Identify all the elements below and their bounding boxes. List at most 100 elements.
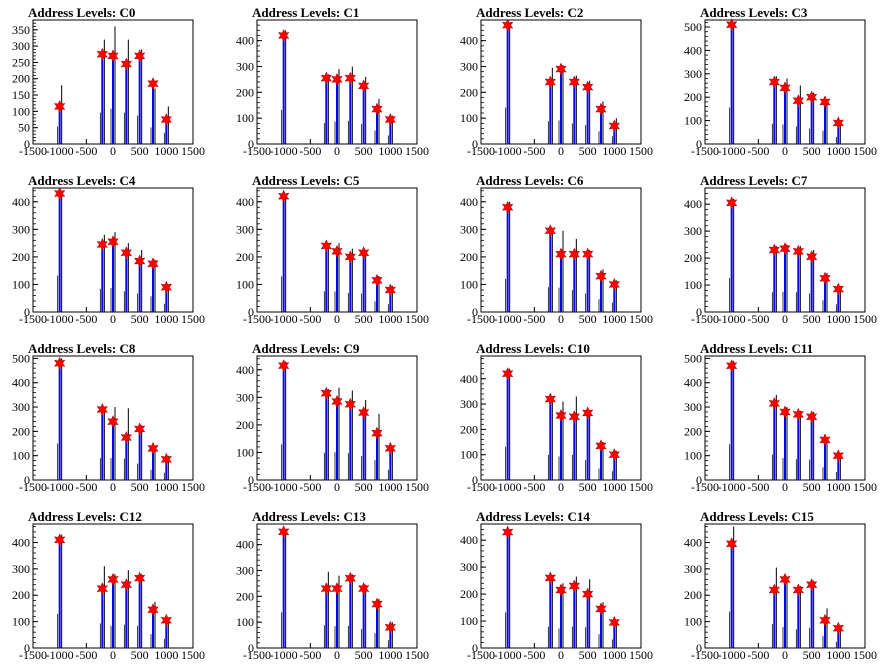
peak-marker bbox=[277, 28, 290, 43]
x-tick-label: 1000 bbox=[378, 312, 402, 326]
x-tick-label: 1500 bbox=[405, 480, 429, 494]
histogram-chart: Address Levels: C15 0 100 200 300 400 -1500-10… bbox=[684, 509, 877, 662]
peak-marker bbox=[53, 186, 66, 201]
y-tick-label: 200 bbox=[236, 589, 254, 603]
peak-marker bbox=[832, 621, 845, 635]
x-tick-label: 0 bbox=[110, 144, 116, 158]
y-tick-label: 0 bbox=[24, 641, 30, 655]
peak-marker bbox=[819, 613, 831, 627]
y-tick-label: 100 bbox=[236, 445, 254, 459]
x-tick-label: 1500 bbox=[629, 648, 653, 662]
y-tick-label: 100 bbox=[684, 449, 702, 463]
y-tick-label: 0 bbox=[248, 305, 254, 319]
chart-title: Address Levels: C9 bbox=[252, 341, 360, 356]
peak-marker bbox=[595, 439, 607, 453]
histogram-chart: Address Levels: C4 0 100 200 300 400 -1500-100… bbox=[12, 173, 205, 326]
y-tick-label: 200 bbox=[684, 90, 702, 104]
x-tick-label: -500 bbox=[747, 480, 769, 494]
histogram-panel: Address Levels: C4 0 100 200 300 400 -1500 -100… bbox=[0, 168, 224, 336]
x-tick-label: -1000 bbox=[270, 648, 298, 662]
peak-marker bbox=[277, 525, 290, 539]
x-tick-label: 0 bbox=[334, 480, 340, 494]
x-tick-label: -1000 bbox=[494, 480, 522, 494]
x-tick-label: -1500 bbox=[19, 480, 47, 494]
x-tick-label: 0 bbox=[110, 312, 116, 326]
peak-marker bbox=[160, 452, 173, 466]
x-tick-label: 1500 bbox=[853, 144, 877, 158]
y-tick-label: 300 bbox=[460, 222, 478, 236]
y-tick-label: 200 bbox=[236, 250, 254, 264]
x-tick-label: 1000 bbox=[602, 648, 626, 662]
y-tick-label: 200 bbox=[684, 424, 702, 438]
y-tick-label: 150 bbox=[12, 88, 30, 102]
histogram-panel: Address Levels: C10 0 100 200 300 400 -1500 -10… bbox=[448, 336, 672, 504]
peak-marker bbox=[120, 246, 133, 260]
x-tick-label: -1500 bbox=[467, 648, 495, 662]
y-tick-label: 300 bbox=[12, 222, 30, 236]
peak-marker bbox=[779, 242, 791, 256]
peak-marker bbox=[133, 422, 146, 436]
x-tick-label: 0 bbox=[782, 480, 788, 494]
peak-marker bbox=[384, 620, 397, 634]
histogram-chart: Address Levels: C7 0 100 200 300 400 -1500-100… bbox=[684, 173, 877, 326]
peak-marker bbox=[331, 394, 343, 409]
y-tick-label: 100 bbox=[460, 277, 478, 291]
peak-marker bbox=[320, 239, 333, 253]
peak-marker bbox=[96, 582, 109, 596]
x-tick-label: -500 bbox=[75, 312, 97, 326]
x-tick-label: 1500 bbox=[853, 480, 877, 494]
peak-marker bbox=[544, 571, 557, 585]
x-tick-label: 1000 bbox=[826, 144, 850, 158]
peak-marker bbox=[96, 402, 109, 417]
peak-marker bbox=[555, 583, 567, 597]
x-tick-label: -1000 bbox=[494, 144, 522, 158]
x-tick-label: 500 bbox=[131, 480, 149, 494]
peak-marker bbox=[768, 75, 781, 89]
y-tick-label: 400 bbox=[12, 376, 30, 390]
histogram-panel: Address Levels: C5 0 100 200 300 400 -1500 -100… bbox=[224, 168, 448, 336]
x-tick-label: 1000 bbox=[154, 480, 178, 494]
y-tick-label: 500 bbox=[684, 20, 702, 34]
y-tick-label: 400 bbox=[236, 34, 254, 48]
peak-marker bbox=[805, 410, 818, 424]
peak-marker bbox=[581, 587, 594, 601]
x-tick-label: 500 bbox=[355, 480, 373, 494]
y-tick-label: 200 bbox=[236, 85, 254, 99]
x-tick-label: 500 bbox=[355, 312, 373, 326]
x-tick-label: -1000 bbox=[270, 312, 298, 326]
y-tick-label: 100 bbox=[12, 277, 30, 291]
y-tick-label: 0 bbox=[248, 473, 254, 487]
histogram-chart: Address Levels: C12 0 100 200 300 400 -1500-10… bbox=[12, 509, 205, 662]
x-tick-label: 1000 bbox=[826, 648, 850, 662]
x-tick-label: 500 bbox=[579, 144, 597, 158]
x-tick-label: 1500 bbox=[853, 648, 877, 662]
x-tick-label: -500 bbox=[299, 480, 321, 494]
chart-title: Address Levels: C6 bbox=[476, 173, 584, 188]
chart-title: Address Levels: C5 bbox=[252, 173, 360, 188]
x-tick-label: -500 bbox=[523, 648, 545, 662]
peak-marker bbox=[555, 408, 567, 423]
chart-title: Address Levels: C12 bbox=[28, 509, 142, 524]
peak-marker bbox=[581, 406, 594, 420]
peak-marker bbox=[608, 277, 621, 292]
histogram-panel: Address Levels: C7 0 100 200 300 400 -1500 -100… bbox=[672, 168, 896, 336]
x-tick-label: -1000 bbox=[46, 144, 74, 158]
peak-marker bbox=[779, 405, 791, 419]
y-tick-label: 0 bbox=[472, 641, 478, 655]
y-tick-label: 100 bbox=[12, 104, 30, 118]
y-tick-label: 400 bbox=[460, 195, 478, 209]
y-tick-label: 200 bbox=[684, 251, 702, 265]
peak-marker bbox=[792, 244, 805, 258]
x-tick-label: -500 bbox=[747, 648, 769, 662]
chart-title: Address Levels: C1 bbox=[252, 5, 359, 20]
chart-title: Address Levels: C15 bbox=[700, 509, 814, 524]
x-tick-label: -1500 bbox=[243, 312, 271, 326]
peak-marker bbox=[147, 257, 159, 271]
x-tick-label: -1500 bbox=[691, 648, 719, 662]
x-tick-label: -500 bbox=[75, 480, 97, 494]
x-tick-label: 500 bbox=[803, 312, 821, 326]
x-tick-label: -1500 bbox=[691, 144, 719, 158]
histogram-panel: Address Levels: C11 0 100 200 300 400 500 -1500… bbox=[672, 336, 896, 504]
peak-marker bbox=[768, 396, 781, 411]
x-tick-label: 500 bbox=[131, 648, 149, 662]
